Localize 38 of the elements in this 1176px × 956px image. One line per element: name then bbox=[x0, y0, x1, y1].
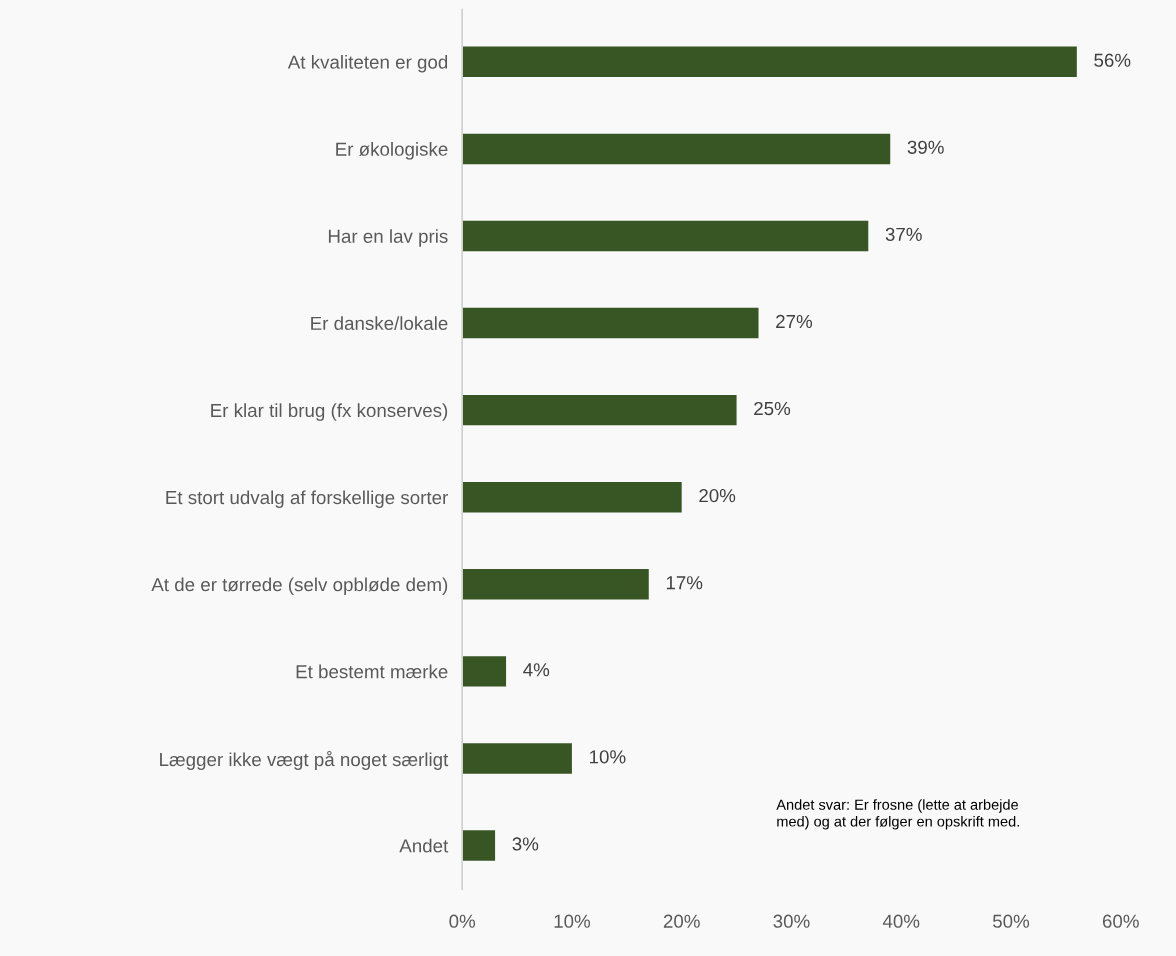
bar bbox=[462, 307, 759, 339]
x-tick-label: 0% bbox=[449, 914, 476, 928]
y-tick-label: Er danske/lokale bbox=[311, 316, 448, 331]
x-tick-label: 60% bbox=[1102, 914, 1139, 928]
y-tick-label: Har en lav pris bbox=[328, 229, 448, 247]
x-tick-label: 10% bbox=[554, 914, 591, 928]
data-label: 27% bbox=[776, 314, 813, 329]
bar bbox=[462, 569, 649, 600]
bar bbox=[462, 394, 737, 426]
y-tick-label: At de er tørrede (selv opbløde dem) bbox=[151, 577, 448, 595]
bar bbox=[462, 220, 869, 252]
data-label: 20% bbox=[699, 488, 736, 503]
y-tick-label: Et stort udvalg af forskellige sorter bbox=[166, 490, 448, 508]
bar bbox=[462, 656, 507, 687]
bar bbox=[462, 743, 572, 774]
data-label: 37% bbox=[885, 227, 922, 241]
data-label: 17% bbox=[666, 576, 703, 590]
x-tick-label: 50% bbox=[992, 914, 1030, 928]
y-tick-label: Et bestemt mærke bbox=[296, 664, 448, 679]
x-tick-label: 40% bbox=[882, 914, 920, 928]
bar bbox=[462, 133, 891, 165]
data-label: 25% bbox=[754, 401, 791, 416]
x-tick-label: 20% bbox=[663, 914, 700, 928]
y-tick-label: At kvaliteten er god bbox=[287, 55, 448, 73]
bar bbox=[462, 830, 496, 861]
data-label: 3% bbox=[512, 837, 539, 851]
y-tick-label: Lægger ikke vægt på noget særligt bbox=[160, 750, 449, 770]
data-label: 10% bbox=[590, 750, 626, 764]
data-label: 39% bbox=[907, 140, 944, 154]
data-label: 4% bbox=[523, 663, 550, 677]
data-label: 56% bbox=[1094, 53, 1131, 67]
annotation: Andet svar: Er frosne (lette at arbejde med) og at der følger en opskrift med. bbox=[776, 799, 1019, 830]
bar bbox=[462, 46, 1077, 78]
bar bbox=[462, 481, 682, 513]
y-tick-label: Andet bbox=[399, 838, 449, 853]
y-tick-label: Er økologiske bbox=[336, 142, 448, 160]
x-tick-label: 30% bbox=[773, 914, 810, 928]
y-tick-label: Er klar til brug (fx konserves) bbox=[211, 403, 448, 421]
